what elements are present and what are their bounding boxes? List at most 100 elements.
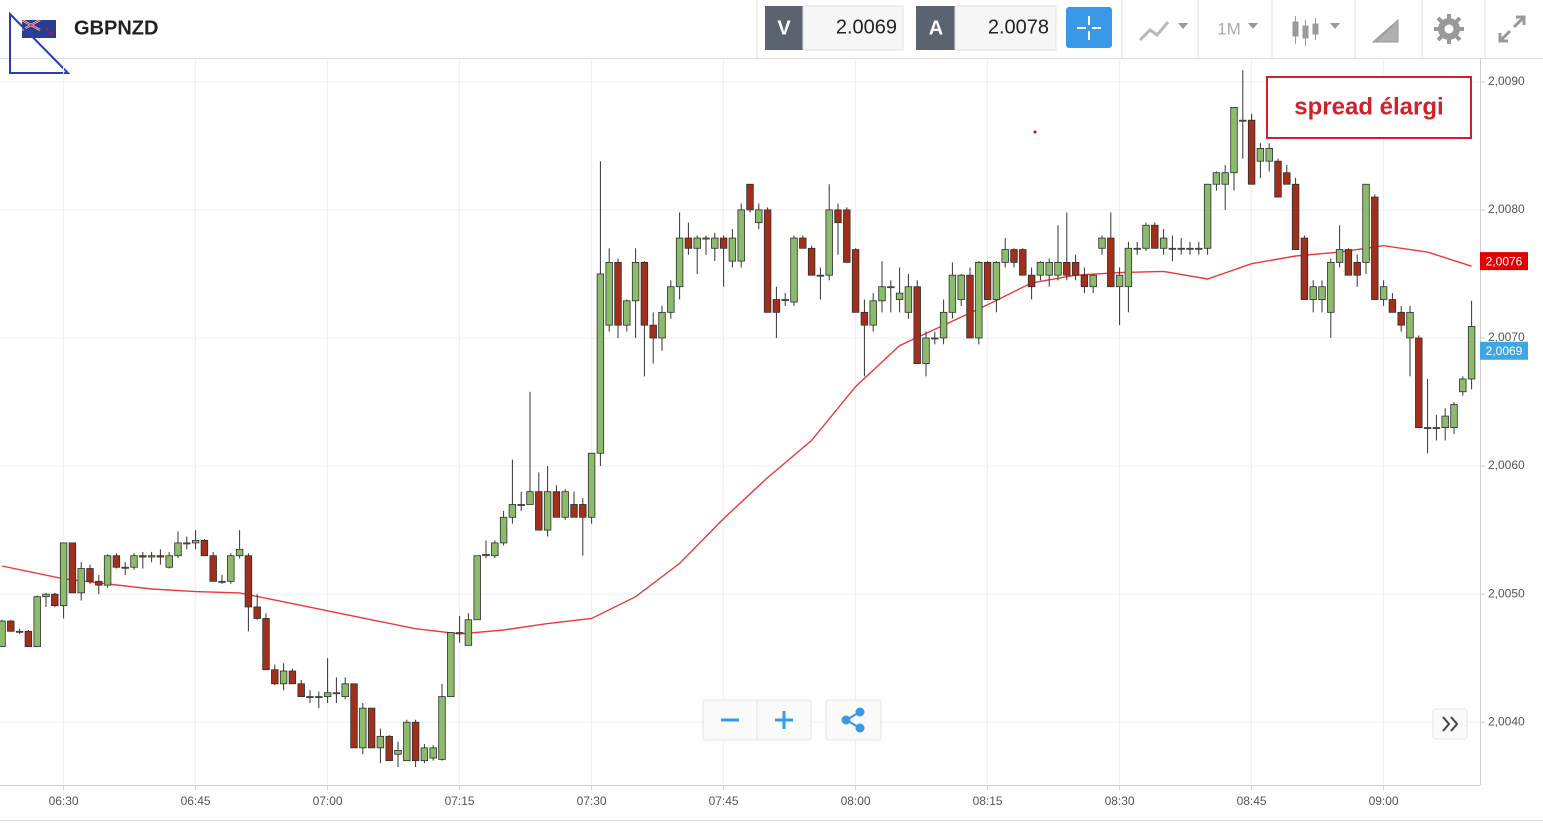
candle-body [7, 620, 15, 632]
bid-box[interactable] [802, 5, 904, 51]
candle-body [1441, 415, 1449, 429]
candle-body [376, 735, 385, 749]
candle-body [1186, 247, 1194, 250]
candle-body [1353, 261, 1361, 276]
candle-body [24, 630, 33, 648]
candle-body [1265, 147, 1273, 162]
symbol[interactable]: GBPNZD [74, 17, 158, 39]
candle-body [957, 274, 965, 300]
candle-body [1247, 119, 1256, 185]
ask-box[interactable] [954, 5, 1057, 51]
drawing-tools-button[interactable] [1371, 18, 1399, 43]
x-tick-label: 07:00 [313, 794, 343, 808]
x-tick-label: 07:30 [577, 794, 607, 808]
moving-average [1, 244, 1472, 635]
candle-type-button[interactable] [1292, 16, 1340, 46]
x-tick-label: 06:45 [181, 794, 211, 808]
price-tag [1480, 252, 1528, 271]
candle-body [1027, 274, 1036, 288]
candle-body [1036, 261, 1045, 276]
candle-body [77, 568, 85, 594]
candle-body [1054, 261, 1062, 276]
candle-body [1089, 274, 1097, 288]
bid-label: V [777, 17, 791, 39]
candle-body [306, 696, 314, 699]
candle-body [570, 504, 578, 518]
candle-body [1124, 247, 1133, 288]
toolbar-separators [756, 0, 1486, 58]
fullscreen-button[interactable] [1498, 15, 1526, 43]
candle-body [983, 261, 992, 300]
candle-body [1335, 249, 1344, 263]
candle-body [825, 209, 833, 276]
share-button[interactable] [825, 699, 882, 741]
candle-body [1230, 106, 1238, 174]
annotation: spread élargi [1294, 93, 1443, 120]
candle-body [59, 542, 68, 607]
settings-button[interactable] [1434, 14, 1464, 44]
candle-body [394, 750, 402, 755]
candle-body [332, 692, 341, 695]
candle-body [121, 566, 129, 569]
y-tick-label: 2,0050 [1488, 586, 1525, 600]
candle-body [702, 237, 710, 240]
candle-body [1327, 261, 1335, 313]
candle-body [1212, 172, 1221, 185]
crosshair-icon [1077, 16, 1101, 40]
candle-body [1071, 261, 1080, 276]
candle-body [235, 548, 244, 557]
candle-body [596, 273, 605, 454]
candle-body [42, 593, 50, 598]
candle-body [1195, 247, 1203, 250]
candle-body [913, 286, 921, 364]
candle-body [878, 286, 886, 302]
candle-body [992, 261, 1001, 300]
candle-body [719, 237, 728, 249]
x-tick-label: 08:15 [973, 794, 1003, 808]
candle-body [1362, 183, 1370, 263]
candle-body [640, 261, 649, 326]
zoom-in[interactable] [775, 711, 793, 729]
candle-body [1397, 311, 1405, 326]
candle-body [781, 299, 789, 301]
candle-body [1080, 274, 1089, 288]
candle-body [1133, 247, 1141, 250]
candle-body [939, 311, 948, 339]
x-tick-label: 08:30 [1105, 794, 1135, 808]
candle-body [200, 539, 209, 557]
candle-body [843, 209, 851, 263]
candle-body [95, 580, 103, 586]
candle-body [1115, 274, 1124, 288]
candle-body [737, 209, 745, 262]
candle-body [860, 311, 869, 326]
moving-average-line [1, 244, 1472, 635]
crosshair-button[interactable] [1066, 7, 1112, 48]
candle-body [887, 286, 895, 289]
candle-body [667, 286, 675, 313]
candle-body [1423, 427, 1432, 430]
candle-body [482, 554, 490, 557]
candle-body [499, 516, 508, 544]
candle-body [51, 593, 59, 607]
price-tag-label: 2,0076 [1486, 254, 1523, 268]
candle-body [543, 491, 552, 531]
candle-body [1300, 237, 1309, 300]
candle-body [1063, 261, 1071, 276]
price-tag [1480, 341, 1528, 360]
candle-body [631, 261, 640, 302]
candle-body [103, 555, 112, 586]
ask-label-box[interactable] [916, 6, 955, 50]
chart-type-button[interactable] [1138, 21, 1188, 42]
y-tick-label: 2,0080 [1488, 202, 1525, 216]
bid-label-box[interactable] [765, 6, 803, 50]
scroll-end-icon [1442, 716, 1459, 732]
candle-body [966, 274, 974, 339]
price-tag-label: 2,0069 [1486, 344, 1523, 358]
drawn-triangle [9, 11, 71, 74]
candle-body [15, 630, 24, 633]
candle-body [1098, 237, 1106, 249]
timeframe-button[interactable]: 1M [1217, 19, 1241, 38]
candle-body [684, 237, 693, 249]
candle-body [359, 707, 367, 749]
